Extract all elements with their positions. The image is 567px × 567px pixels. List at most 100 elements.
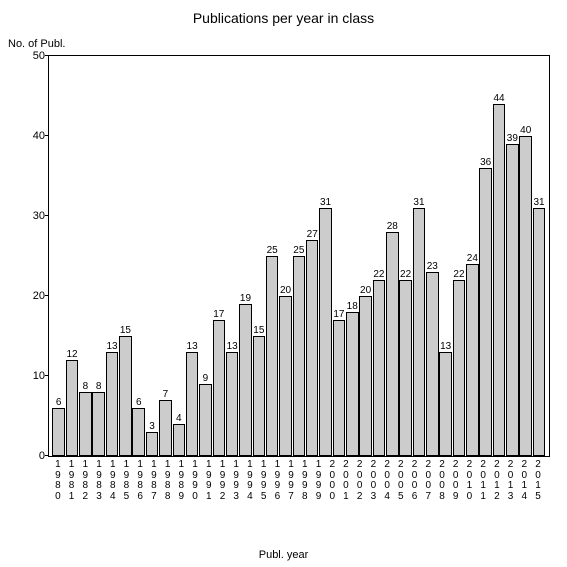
bar-slot: 39 [506,56,519,456]
bar-value-label: 15 [253,326,264,336]
bar: 13 [106,352,119,456]
x-tick-label: 1993 [229,458,243,502]
bar-value-label: 17 [333,310,344,320]
bar: 31 [413,208,426,456]
x-tick-label: 1992 [216,458,230,502]
bar-value-label: 6 [136,398,142,408]
bar-value-label: 28 [387,222,398,232]
x-axis-label: Publ. year [0,549,567,561]
bar: 4 [173,424,186,456]
bar: 17 [333,320,346,456]
x-tick-label: 1997 [284,458,298,502]
bar-value-label: 27 [307,230,318,240]
bar-value-label: 17 [213,310,224,320]
bar-value-label: 22 [453,270,464,280]
bar-value-label: 24 [467,254,478,264]
x-tick-label: 2009 [449,458,463,502]
bar-value-label: 18 [347,302,358,312]
bar-slot: 15 [119,56,132,456]
x-tick-label: 1996 [271,458,285,502]
bar-value-label: 13 [187,342,198,352]
bar: 8 [79,392,92,456]
x-tick-label: 2015 [531,458,545,502]
x-tick-label: 1987 [147,458,161,502]
bar-value-label: 44 [493,94,504,104]
bars-area: 6128813156374139171319152520252731171820… [49,56,549,456]
bar-slot: 36 [479,56,492,456]
bar-slot: 7 [159,56,172,456]
bar-value-label: 22 [373,270,384,280]
bar-value-label: 23 [427,262,438,272]
bar: 22 [373,280,386,456]
bar-value-label: 6 [56,398,62,408]
x-tick-label: 2004 [380,458,394,502]
bar-slot: 44 [492,56,505,456]
bar-value-label: 36 [480,158,491,168]
bar: 18 [346,312,359,456]
bar: 12 [66,360,79,456]
y-tick-mark [45,215,49,216]
plot-area: 6128813156374139171319152520252731171820… [48,55,550,457]
bar: 17 [213,320,226,456]
x-tick-label: 1989 [174,458,188,502]
bar-slot: 19 [239,56,252,456]
bar-slot: 18 [346,56,359,456]
bar: 9 [199,384,212,456]
bar-slot: 20 [279,56,292,456]
bar: 6 [52,408,65,456]
bar-value-label: 31 [533,198,544,208]
y-tick-label: 20 [33,290,49,302]
x-tick-label: 1990 [188,458,202,502]
bar: 25 [266,256,279,456]
bar-value-label: 31 [413,198,424,208]
chart-container: Publications per year in class No. of Pu… [0,0,567,567]
bar: 15 [253,336,266,456]
x-tick-label: 1998 [298,458,312,502]
chart-title: Publications per year in class [0,10,567,26]
bar-value-label: 22 [400,270,411,280]
x-tick-label: 2006 [408,458,422,502]
bar-slot: 25 [292,56,305,456]
bar-value-label: 13 [227,342,238,352]
x-tick-label: 2003 [367,458,381,502]
bar-value-label: 12 [66,350,77,360]
bar-slot: 13 [225,56,238,456]
bar-slot: 22 [399,56,412,456]
x-tick-label: 1995 [257,458,271,502]
x-tick-label: 2002 [353,458,367,502]
y-tick-label: 30 [33,210,49,222]
bar: 13 [186,352,199,456]
bar-slot: 12 [65,56,78,456]
x-tick-label: 1984 [106,458,120,502]
bar-value-label: 8 [83,382,89,392]
x-tick-label: 2001 [339,458,353,502]
bar: 20 [279,296,292,456]
bar-value-label: 20 [360,286,371,296]
x-tick-label: 1981 [65,458,79,502]
bar-value-label: 40 [520,126,531,136]
y-tick-label: 40 [33,130,49,142]
bar-value-label: 39 [507,134,518,144]
bar-value-label: 25 [267,246,278,256]
bar-value-label: 13 [440,342,451,352]
bar-value-label: 4 [176,414,182,424]
bar: 6 [132,408,145,456]
bar-slot: 22 [372,56,385,456]
bar-value-label: 3 [149,422,155,432]
bar-slot: 13 [105,56,118,456]
y-tick-label: 10 [33,370,49,382]
x-tick-label: 2005 [394,458,408,502]
bar-slot: 17 [332,56,345,456]
bar: 19 [239,304,252,456]
x-tick-label: 2010 [463,458,477,502]
bar: 31 [319,208,332,456]
bar: 23 [426,272,439,456]
bar-slot: 8 [92,56,105,456]
bar: 22 [453,280,466,456]
x-tick-label: 1991 [202,458,216,502]
bar-value-label: 13 [106,342,117,352]
bar-value-label: 19 [240,294,251,304]
y-tick-mark [45,295,49,296]
x-tick-label: 1983 [92,458,106,502]
bar: 3 [146,432,159,456]
